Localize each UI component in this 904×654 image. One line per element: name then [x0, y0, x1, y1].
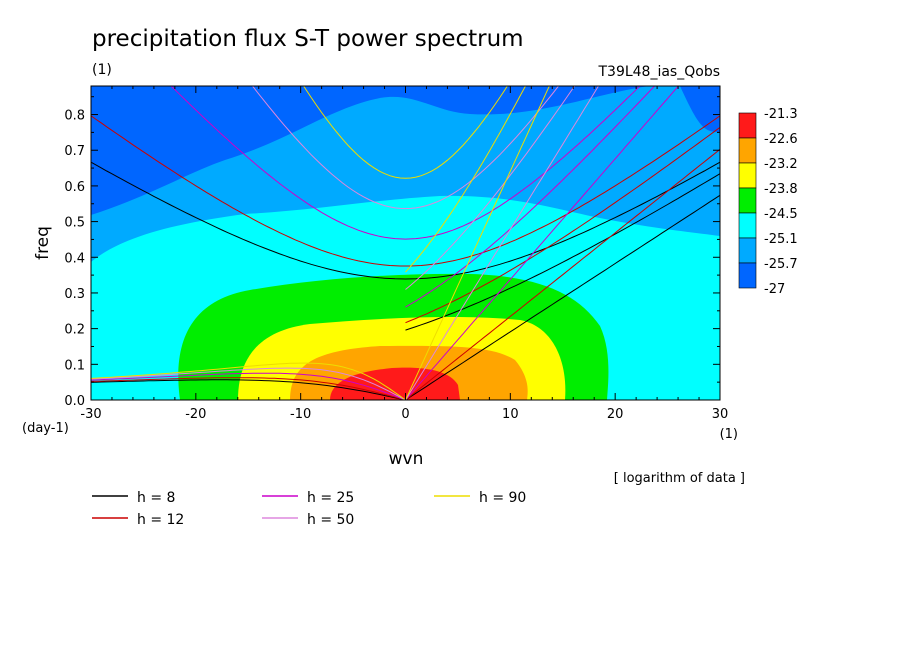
x-tick-label: 0 — [401, 407, 409, 422]
y-tick-label: 0.2 — [64, 323, 85, 338]
ig-curve-h12 — [91, 115, 720, 267]
data-note: [ logarithm of data ] — [614, 471, 745, 486]
y-tick-label: 0.1 — [64, 358, 85, 373]
colorbar-label: -21.3 — [764, 107, 798, 122]
y-tick-label: 0.3 — [64, 287, 85, 302]
colorbar-swatch-3 — [738, 187, 757, 214]
rossby-curve-h50 — [91, 367, 406, 400]
colorbar-label: -25.7 — [764, 257, 798, 272]
y-unit-label: (day-1) — [22, 421, 69, 436]
colorbar-label: -25.1 — [764, 232, 798, 247]
kelvin-curve-h12 — [405, 148, 720, 400]
heatmap-fills — [91, 86, 720, 400]
fill-level-7 — [330, 367, 460, 400]
colorbar-swatch-2 — [738, 162, 757, 189]
run-label: T39L48_ias_Qobs — [597, 64, 720, 80]
ig-curve-h8 — [91, 161, 720, 280]
legend: h = 8 h = 12 h = 25 h = 50 h = 90 — [92, 490, 526, 528]
x-tick-label: 20 — [607, 407, 624, 422]
y-tick-label: 0.4 — [64, 251, 85, 266]
x-tick-label: -10 — [290, 407, 311, 422]
rossby-curve-h90 — [91, 362, 406, 400]
y-tick-label: 0.8 — [64, 109, 85, 124]
colorbar: -21.3 -22.6 -23.2 -23.8 -24.5 -25.1 -25.7 -27 — [738, 107, 798, 297]
y-tick-label: 0.6 — [64, 180, 85, 195]
x-tick-label: 10 — [502, 407, 519, 422]
units-label: (1) — [92, 62, 112, 78]
legend-label: h = 25 — [307, 490, 354, 506]
ig-curve-h50 — [251, 86, 560, 210]
y-tick-label: 0.5 — [64, 216, 85, 231]
colorbar-label: -23.8 — [764, 182, 798, 197]
mrg-curve-h25 — [405, 86, 656, 308]
colorbar-swatch-0 — [738, 112, 757, 139]
y-tick-label: 0.0 — [64, 394, 85, 409]
legend-label: h = 12 — [137, 512, 184, 528]
rossby-curve-h12 — [91, 377, 406, 400]
mrg-curve-h12 — [405, 126, 720, 324]
y-tick-label: 0.7 — [64, 144, 85, 159]
colorbar-label: -23.2 — [764, 157, 798, 172]
rossby-curve-h25 — [91, 372, 406, 400]
y-axis-title: freq — [33, 226, 53, 260]
ig-curve-h25 — [170, 86, 641, 240]
y-axis: 0.0 0.1 0.2 0.3 0.4 0.5 0.6 0.7 0.8 — [64, 96, 720, 409]
kelvin-curve-h8 — [405, 194, 720, 400]
colorbar-label: -22.6 — [764, 132, 798, 147]
x-tick-label: -30 — [80, 407, 101, 422]
dispersion-curves — [91, 86, 720, 400]
x-unit-label: (1) — [720, 427, 738, 442]
x-axis: -30 -20 -10 0 10 20 30 — [80, 86, 728, 422]
colorbar-label: -27 — [764, 282, 785, 297]
x-tick-label: 30 — [712, 407, 729, 422]
legend-label: h = 50 — [307, 512, 354, 528]
colorbar-swatch-6 — [738, 262, 757, 289]
x-tick-label: -20 — [185, 407, 206, 422]
mrg-curve-h8 — [405, 173, 720, 331]
colorbar-label: -24.5 — [764, 207, 798, 222]
colorbar-swatch-5 — [738, 237, 757, 264]
mrg-curve-h90 — [405, 86, 527, 273]
ig-curve-h90 — [303, 86, 508, 179]
rossby-curve-h8 — [91, 379, 406, 400]
legend-label: h = 8 — [137, 490, 175, 506]
colorbar-swatch-4 — [738, 212, 757, 239]
chart-title: precipitation flux S-T power spectrum — [92, 26, 524, 52]
kelvin-curve-h25 — [405, 86, 680, 400]
kelvin-curve-h90 — [405, 86, 550, 400]
colorbar-swatch-1 — [738, 137, 757, 164]
kelvin-curve-h50 — [405, 86, 600, 400]
mrg-curve-h50 — [405, 86, 576, 290]
legend-label: h = 90 — [479, 490, 526, 506]
x-axis-title: wvn — [389, 449, 424, 469]
